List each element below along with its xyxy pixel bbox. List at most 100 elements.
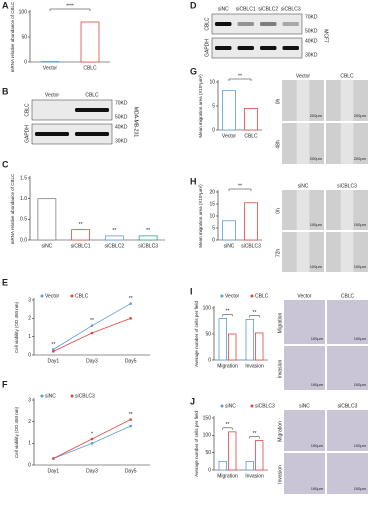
scale-label: 100μm [354, 486, 367, 491]
scratch [340, 80, 354, 121]
blot-band [215, 22, 232, 26]
panel-label: J [190, 396, 195, 406]
y-tick-label: 0 [208, 467, 211, 473]
scratch [340, 123, 354, 164]
column-label: Vector [296, 73, 311, 79]
row-label: CBLC [204, 17, 210, 31]
x-tick-label: Day1 [47, 468, 59, 474]
scale-label: 200μm [310, 156, 323, 161]
row-label: Invasion [277, 359, 283, 378]
x-tick-label: Day3 [86, 358, 98, 364]
y-tick-label: 2 [28, 419, 31, 425]
y-tick-label: 5 [212, 225, 215, 231]
bracket [228, 188, 252, 191]
bar [228, 431, 237, 471]
point [90, 324, 94, 327]
bar [243, 202, 258, 241]
panel-label: F [2, 379, 8, 389]
blot-band [237, 46, 254, 50]
bar [221, 90, 236, 131]
bar [245, 319, 254, 361]
point [90, 437, 94, 441]
y-tick-label: 0 [212, 237, 215, 243]
y-tick-label: 3 [28, 397, 31, 403]
y-axis-label: Cell viability (OD 450 nm) [14, 301, 19, 353]
point [52, 348, 55, 351]
point [129, 317, 132, 320]
column-label: CBLC [340, 73, 354, 79]
legend-label: siNC [225, 403, 236, 409]
column-label: Vector [297, 293, 312, 299]
x-tick-label: Migration [217, 363, 238, 369]
x-tick-label: Day5 [125, 358, 137, 364]
blot-band [35, 132, 69, 136]
bar [80, 21, 100, 63]
y-tick-label: 100 [203, 305, 212, 311]
point [129, 424, 132, 428]
scale-label: 100μm [311, 382, 324, 387]
marker-label: 50KD [115, 114, 128, 120]
bracket [228, 78, 252, 81]
panel-label: E [2, 277, 8, 287]
micrograph [284, 410, 325, 451]
legend-label: siNC [45, 393, 56, 399]
legend-label: Vector [45, 293, 60, 299]
panel-label: C [2, 159, 9, 169]
legend-label: CBLC [255, 293, 269, 299]
bracket [222, 314, 233, 317]
scratch [296, 190, 310, 230]
row-label: CBLC [24, 103, 30, 117]
point [52, 457, 55, 460]
lane-label: Vector [45, 92, 60, 98]
row-label: Migration [277, 421, 283, 442]
scale-label: 100μm [311, 443, 324, 448]
lane-label: CBLC [85, 92, 99, 98]
blot-band [75, 132, 109, 136]
row-label: 0h [275, 208, 281, 214]
bar [218, 317, 227, 361]
y-axis-label: mRNA relative abundance of CBLC [10, 1, 15, 72]
scale-label: 100μm [354, 382, 367, 387]
significance: ** [146, 228, 150, 234]
significance: ** [226, 309, 230, 315]
micrograph [284, 346, 325, 390]
y-tick-label: 50 [205, 450, 211, 456]
scratch [296, 123, 310, 164]
row-label: Migration [277, 313, 283, 334]
y-axis-label: Mean migration area (X10⁵μm²) [198, 184, 203, 248]
scale-label: 100μm [311, 486, 324, 491]
micrograph [327, 453, 368, 494]
x-tick-label: siCBLC3 [241, 243, 261, 249]
y-tick-label: 0 [28, 352, 31, 358]
y-tick-label: 150 [203, 415, 212, 421]
scale-label: 100μm [354, 222, 367, 227]
x-tick-label: siCBLC1 [71, 243, 91, 249]
blot-band [260, 46, 277, 50]
x-tick-label: Invasion [245, 363, 264, 369]
bar [71, 229, 91, 241]
blot-strip [31, 123, 113, 145]
column-label: siCBLC3 [338, 403, 358, 409]
scale-label: 100μm [311, 336, 324, 341]
y-tick-label: 1 [28, 334, 31, 340]
significance: ** [129, 296, 133, 302]
point [52, 350, 55, 353]
legend-swatch [250, 404, 254, 408]
column-label: CBLC [341, 293, 355, 299]
scratch [296, 80, 310, 121]
significance: ** [90, 318, 94, 324]
y-tick-label: 0 [208, 357, 211, 363]
blot-band [282, 46, 299, 50]
micrograph [327, 300, 368, 344]
y-tick-label: 0.5 [20, 217, 27, 223]
y-tick-label: 0 [212, 127, 215, 133]
scale-label: 200μm [354, 156, 367, 161]
y-tick-label: 0 [28, 462, 31, 468]
x-tick-label: Invasion [245, 473, 264, 479]
y-tick-label: 1.0 [20, 196, 27, 202]
micrograph [284, 453, 325, 494]
significance: ** [238, 183, 242, 189]
bracket [49, 8, 91, 11]
y-tick-label: 10 [209, 213, 215, 219]
